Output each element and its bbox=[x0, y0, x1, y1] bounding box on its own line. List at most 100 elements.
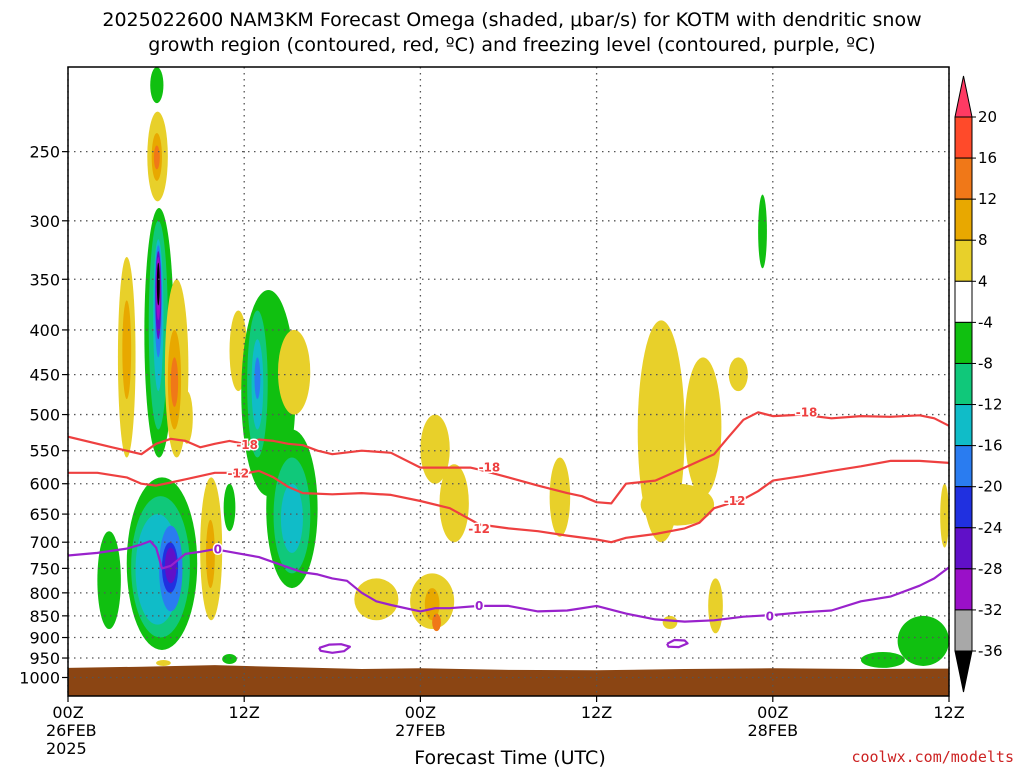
y-tick-label: 850 bbox=[29, 607, 60, 626]
omega-cell bbox=[223, 483, 236, 532]
y-axis-pressure: 250 300 350 400 450 500 550 600 650 700 750 800 850 9… bbox=[19, 143, 68, 687]
y-tick-label: 950 bbox=[29, 649, 60, 668]
omega-cell bbox=[222, 654, 237, 664]
colorbar: 20 16 12 8 4 -4 -8 -12 -16 -20 -24 -28 -32 -36 bbox=[954, 75, 1003, 693]
omega-cell bbox=[684, 357, 722, 497]
contour-line bbox=[68, 411, 949, 505]
colorbar-segment bbox=[954, 527, 973, 570]
colorbar-tick-label: -4 bbox=[978, 313, 993, 331]
colorbar-segment bbox=[954, 362, 973, 406]
chart-title-line-1: 2025022600 NAM3KM Forecast Omega (shaded… bbox=[102, 9, 921, 31]
colorbar-segment bbox=[954, 75, 973, 118]
contour-line bbox=[68, 459, 949, 544]
y-tick-label: 250 bbox=[29, 143, 60, 162]
omega-cell bbox=[280, 483, 303, 553]
colorbar-tick-label: -28 bbox=[978, 560, 1003, 578]
colorbar-segment bbox=[954, 568, 973, 611]
omega-cell bbox=[156, 660, 171, 666]
y-tick-label: 350 bbox=[29, 270, 60, 289]
omega-cell bbox=[439, 464, 469, 543]
contour-label: 0 bbox=[475, 599, 483, 613]
grid-lines bbox=[67, 67, 950, 696]
y-tick-label: 300 bbox=[29, 212, 60, 231]
x-tick-label: 00Z bbox=[405, 703, 436, 722]
y-tick-label: 1000 bbox=[19, 668, 60, 687]
omega-cell bbox=[153, 145, 160, 170]
colorbar-tick-label: -20 bbox=[978, 478, 1003, 496]
omega-cell bbox=[728, 357, 748, 392]
colorbar-segment bbox=[954, 321, 973, 364]
omega-cell bbox=[662, 615, 678, 630]
omega-cell bbox=[424, 588, 440, 621]
y-tick-label: 750 bbox=[29, 559, 60, 578]
y-tick-label: 550 bbox=[29, 442, 60, 461]
colorbar-segment bbox=[954, 157, 973, 200]
x-tick-label: 12Z bbox=[933, 703, 964, 722]
omega-cell bbox=[940, 483, 949, 548]
colorbar-tick-label: -12 bbox=[978, 396, 1003, 414]
omega-cell bbox=[254, 357, 261, 400]
colorbar-segment bbox=[954, 486, 973, 529]
omega-cell bbox=[97, 531, 121, 630]
y-tick-label: 500 bbox=[29, 406, 60, 425]
omega-cell bbox=[150, 67, 164, 104]
x-tick-label: 00Z bbox=[757, 703, 788, 722]
x-tick-label: 27FEB bbox=[395, 721, 446, 740]
colorbar-tick-label: -8 bbox=[978, 354, 993, 372]
colorbar-segment bbox=[954, 116, 973, 159]
contour-label: -12 bbox=[724, 494, 746, 508]
omega-cell bbox=[181, 391, 193, 444]
omega-cell bbox=[897, 615, 949, 666]
x-tick-label: 2025 bbox=[46, 739, 87, 758]
colorbar-tick-label: -16 bbox=[978, 437, 1003, 455]
omega-cell bbox=[354, 578, 399, 621]
contour-label: -12 bbox=[468, 522, 490, 536]
omega-cell bbox=[122, 300, 132, 400]
colorbar-segment bbox=[954, 239, 973, 282]
omega-cell bbox=[432, 613, 441, 632]
y-tick-label: 700 bbox=[29, 533, 60, 552]
colorbar-segment bbox=[954, 650, 973, 693]
temperature-contours: -18 -18 -18 -12 -12 -12 0 0 0 bbox=[68, 404, 949, 654]
y-tick-label: 600 bbox=[29, 475, 60, 494]
colorbar-segment bbox=[954, 445, 973, 488]
y-tick-label: 400 bbox=[29, 321, 60, 340]
contour-line bbox=[68, 540, 949, 623]
y-tick-label: 450 bbox=[29, 366, 60, 385]
contour-label: -12 bbox=[227, 466, 249, 480]
terrain-fill bbox=[68, 665, 949, 696]
contour-label: -18 bbox=[796, 405, 818, 419]
x-axis-label: Forecast Time (UTC) bbox=[414, 747, 605, 768]
colorbar-segment bbox=[954, 280, 973, 323]
colorbar-segment bbox=[954, 609, 973, 652]
contour-line bbox=[318, 643, 351, 654]
contour-label: 0 bbox=[214, 543, 222, 557]
colorbar-tick-label: 4 bbox=[978, 272, 988, 290]
y-tick-label: 800 bbox=[29, 584, 60, 603]
omega-shading bbox=[97, 67, 949, 668]
omega-cell bbox=[420, 414, 450, 484]
x-tick-label: 28FEB bbox=[747, 721, 798, 740]
omega-cell bbox=[170, 357, 179, 407]
x-tick-label: 00Z bbox=[52, 703, 83, 722]
colorbar-segment bbox=[954, 198, 973, 241]
colorbar-tick-label: -32 bbox=[978, 601, 1003, 619]
x-tick-label: 12Z bbox=[229, 703, 260, 722]
omega-cell bbox=[758, 194, 767, 269]
contour-label: -18 bbox=[479, 461, 501, 475]
contour-line bbox=[666, 638, 689, 649]
colorbar-tick-label: -24 bbox=[978, 519, 1003, 537]
chart-title-line-2: growth region (contoured, red, ºC) and f… bbox=[148, 34, 875, 56]
x-tick-label: 26FEB bbox=[46, 721, 97, 740]
y-tick-label: 900 bbox=[29, 629, 60, 648]
contour-label: -18 bbox=[236, 438, 258, 452]
colorbar-tick-label: 20 bbox=[978, 108, 997, 126]
contour-label: 0 bbox=[766, 610, 774, 624]
plot-frame bbox=[67, 66, 950, 697]
x-tick-label: 12Z bbox=[581, 703, 612, 722]
omega-cell bbox=[860, 651, 905, 668]
colorbar-tick-label: 16 bbox=[978, 149, 997, 167]
colorbar-tick-label: 8 bbox=[978, 231, 988, 249]
